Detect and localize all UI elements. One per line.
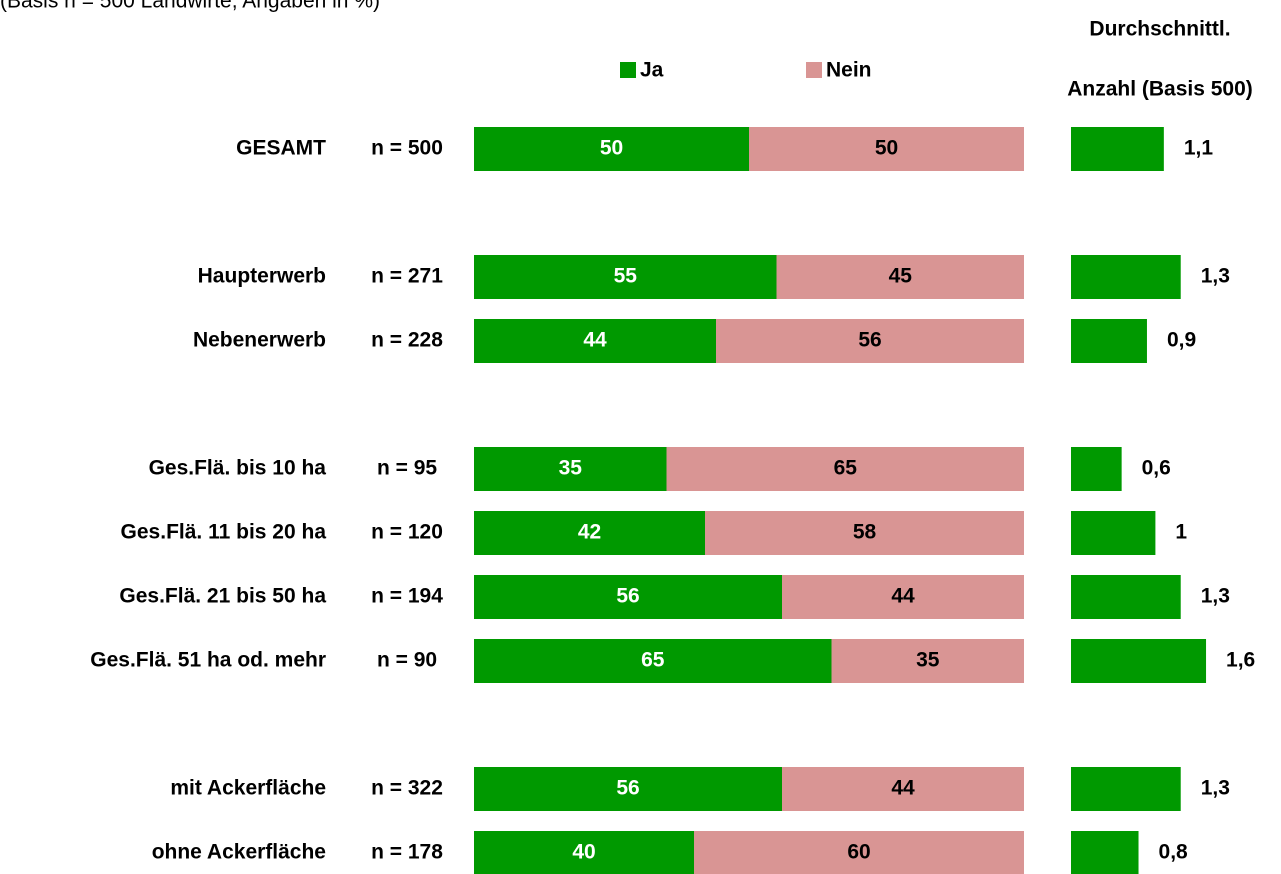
side-title: Durchschnittl. bbox=[1089, 18, 1230, 41]
bar bbox=[1071, 767, 1181, 811]
legend-swatch bbox=[806, 62, 822, 78]
bar-value-label: 1,1 bbox=[1184, 137, 1214, 160]
bar-segment bbox=[474, 767, 782, 811]
bar-value-label: 45 bbox=[889, 265, 913, 288]
sample-size: n = 90 bbox=[377, 649, 437, 672]
bar-value-label: 35 bbox=[559, 457, 583, 480]
bar-value-label: 65 bbox=[641, 649, 665, 672]
sample-size: n = 194 bbox=[371, 585, 443, 608]
bar-value-label: 1,3 bbox=[1201, 265, 1230, 288]
sample-size: n = 271 bbox=[371, 265, 443, 288]
category-label: Ges.Flä. bis 10 ha bbox=[149, 457, 327, 480]
bar-value-label: 50 bbox=[600, 137, 623, 160]
bar-value-label: 0,6 bbox=[1142, 457, 1171, 480]
bar-value-label: 1 bbox=[1175, 521, 1187, 544]
bar-value-label: 56 bbox=[858, 329, 881, 352]
bar-value-label: 44 bbox=[891, 585, 915, 608]
bar-segment bbox=[474, 447, 667, 491]
bar-value-label: 0,8 bbox=[1159, 841, 1189, 864]
bar bbox=[1071, 831, 1139, 874]
legend-swatch bbox=[620, 62, 636, 78]
bar bbox=[1071, 255, 1181, 299]
sample-size: n = 178 bbox=[371, 841, 443, 864]
legend-label: Ja bbox=[640, 59, 664, 82]
sample-size: n = 500 bbox=[371, 137, 443, 160]
sample-size: n = 95 bbox=[377, 457, 437, 480]
category-label: Haupterwerb bbox=[198, 265, 326, 288]
bar-value-label: 60 bbox=[847, 841, 870, 864]
bar-segment bbox=[716, 319, 1024, 363]
bar bbox=[1071, 319, 1147, 363]
bar-value-label: 50 bbox=[875, 137, 898, 160]
category-label: ohne Ackerfläche bbox=[152, 841, 326, 864]
bar-value-label: 65 bbox=[834, 457, 858, 480]
bar-value-label: 0,9 bbox=[1167, 329, 1196, 352]
bar-segment bbox=[474, 639, 832, 683]
bar-value-label: 44 bbox=[891, 777, 915, 800]
bar-segment bbox=[666, 447, 1024, 491]
bar-value-label: 58 bbox=[853, 521, 877, 544]
bar-segment bbox=[474, 255, 777, 299]
bar-segment bbox=[474, 511, 705, 555]
chart-subtitle: (Basis n = 500 Landwirte, Angaben in %) bbox=[0, 0, 380, 13]
bar-segment bbox=[749, 127, 1024, 171]
bar-segment bbox=[694, 831, 1024, 874]
bar bbox=[1071, 447, 1122, 491]
bar bbox=[1071, 639, 1207, 683]
bar-value-label: 44 bbox=[583, 329, 607, 352]
bar bbox=[1071, 575, 1181, 619]
bar-segment bbox=[831, 639, 1024, 683]
bar-segment bbox=[705, 511, 1024, 555]
bar-value-label: 35 bbox=[916, 649, 940, 672]
legend-label: Nein bbox=[826, 59, 872, 82]
bar-value-label: 1,3 bbox=[1201, 585, 1230, 608]
category-label: Ges.Flä. 51 ha od. mehr bbox=[90, 649, 326, 672]
bar bbox=[1071, 511, 1156, 555]
bar-segment bbox=[474, 575, 782, 619]
sample-size: n = 322 bbox=[371, 777, 443, 800]
category-label: Nebenerwerb bbox=[193, 329, 326, 352]
sample-size: n = 228 bbox=[371, 329, 443, 352]
bar bbox=[1071, 127, 1164, 171]
bar-segment bbox=[782, 575, 1024, 619]
bar-value-label: 1,3 bbox=[1201, 777, 1230, 800]
bar-segment bbox=[474, 319, 716, 363]
bar-value-label: 1,6 bbox=[1226, 649, 1255, 672]
bar-value-label: 42 bbox=[578, 521, 601, 544]
side-title: Anzahl (Basis 500) bbox=[1067, 78, 1253, 101]
category-label: GESAMT bbox=[236, 137, 326, 160]
category-label: Ges.Flä. 11 bis 20 ha bbox=[121, 521, 327, 544]
bar-value-label: 40 bbox=[572, 841, 595, 864]
category-label: Ges.Flä. 21 bis 50 ha bbox=[119, 585, 326, 608]
bar-value-label: 56 bbox=[616, 585, 639, 608]
bar-segment bbox=[782, 767, 1024, 811]
bar-segment bbox=[474, 127, 749, 171]
bar-value-label: 56 bbox=[616, 777, 639, 800]
category-label: mit Ackerfläche bbox=[170, 777, 326, 800]
bar-segment bbox=[474, 831, 694, 874]
sample-size: n = 120 bbox=[371, 521, 443, 544]
bar-segment bbox=[776, 255, 1024, 299]
bar-value-label: 55 bbox=[614, 265, 638, 288]
